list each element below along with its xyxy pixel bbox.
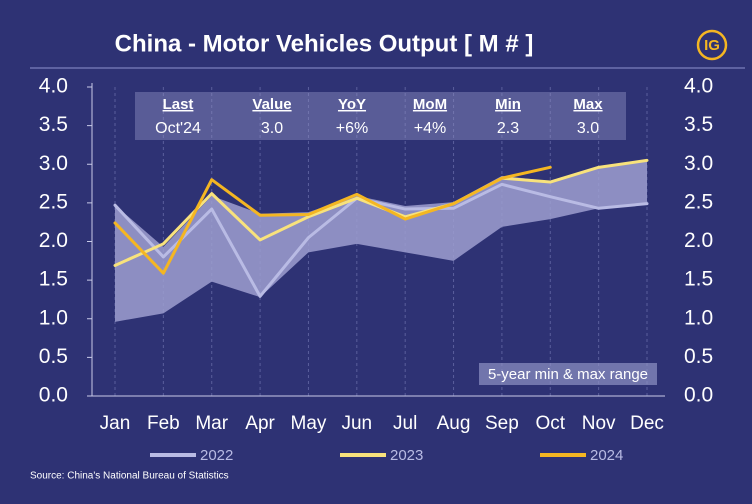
x-tick-label: Dec xyxy=(630,413,664,434)
y-tick-label: 3.0 xyxy=(39,152,68,175)
y2-tick-label: 0.0 xyxy=(684,384,713,407)
table-cell: +4% xyxy=(414,120,446,137)
y-tick-label: 2.0 xyxy=(39,229,68,252)
source: Source: China's National Bureau of Stati… xyxy=(30,471,229,482)
x-tick-label: Nov xyxy=(582,413,616,434)
y2-tick-label: 2.0 xyxy=(684,229,713,252)
y-tick-label: 1.5 xyxy=(39,268,68,291)
range-band xyxy=(115,160,647,322)
x-tick-label: Oct xyxy=(535,413,565,434)
table-cell: 2.3 xyxy=(497,120,519,137)
x-tick-label: Mar xyxy=(195,413,228,434)
table-header: Value xyxy=(252,96,291,113)
x-tick-label: Aug xyxy=(437,413,471,434)
x-tick-label: Apr xyxy=(245,413,275,434)
table-cell: Oct'24 xyxy=(155,120,201,137)
y2-tick-label: 1.0 xyxy=(684,306,713,329)
logo-ring xyxy=(696,29,728,61)
y-tick-label: 0.0 xyxy=(39,384,68,407)
series-line xyxy=(113,182,649,298)
y2-tick-label: 1.5 xyxy=(684,268,713,291)
table-header: Last xyxy=(163,96,194,113)
x-tick-label: May xyxy=(291,413,327,434)
table-box xyxy=(135,92,626,140)
range-label: 5-year min & max range xyxy=(488,366,648,383)
x-tick-label: Jan xyxy=(100,413,131,434)
y-tick-label: 0.5 xyxy=(39,345,68,368)
table-header: Min xyxy=(495,96,521,113)
y-tick-label: 2.5 xyxy=(39,190,68,213)
legend-label: 2022 xyxy=(200,447,233,464)
x-tick-label: Jul xyxy=(393,413,417,434)
legend-label: 2023 xyxy=(390,447,423,464)
y-tick-label: 3.5 xyxy=(39,113,68,136)
y2-tick-label: 2.5 xyxy=(684,190,713,213)
y2-tick-label: 0.5 xyxy=(684,345,713,368)
legend-label: 2024 xyxy=(590,447,623,464)
y-tick-label: 4.0 xyxy=(39,75,68,98)
x-tick-label: Sep xyxy=(485,413,519,434)
y2-tick-label: 4.0 xyxy=(684,75,713,98)
table-header: Max xyxy=(573,96,603,113)
table-header: MoM xyxy=(413,96,447,113)
range-label-box xyxy=(479,363,657,385)
x-tick-label: Jun xyxy=(341,413,372,434)
table-cell: 3.0 xyxy=(261,120,283,137)
x-tick-label: Feb xyxy=(147,413,180,434)
table-cell: +6% xyxy=(336,120,368,137)
table-header: YoY xyxy=(338,96,366,113)
series-line xyxy=(113,165,552,275)
y2-tick-label: 3.5 xyxy=(684,113,713,136)
y2-tick-label: 3.0 xyxy=(684,152,713,175)
y-tick-label: 1.0 xyxy=(39,306,68,329)
table-cell: 3.0 xyxy=(577,120,599,137)
logo: IG xyxy=(704,37,720,54)
chart-title: China - Motor Vehicles Output [ M # ] xyxy=(115,30,534,57)
